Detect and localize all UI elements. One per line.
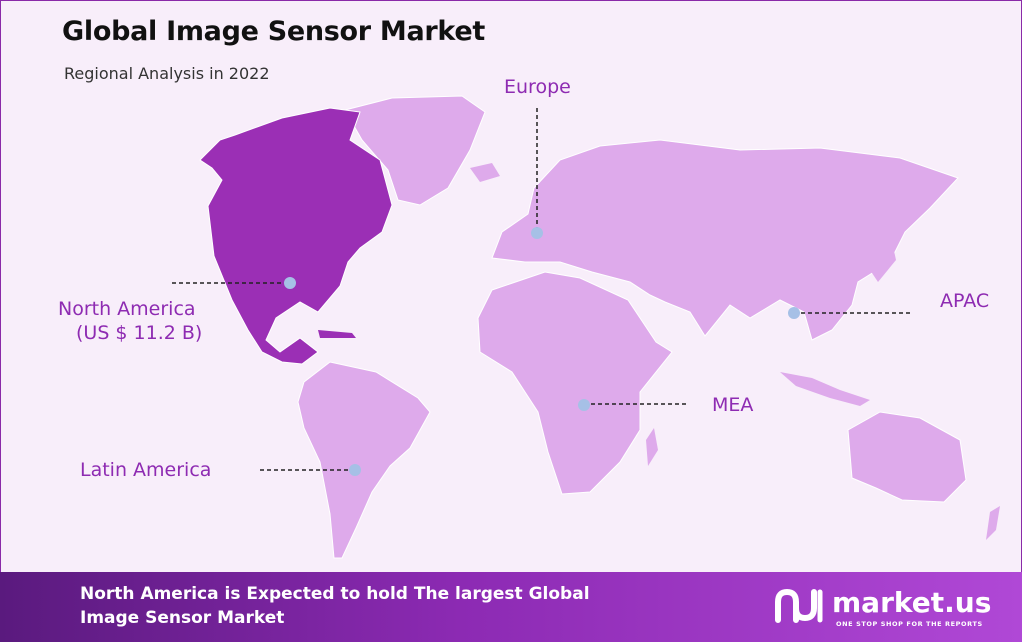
new-zealand-shape (986, 506, 1000, 540)
madagascar-shape (646, 428, 658, 466)
south-america-shape (297, 361, 431, 559)
north-america-value: (US $ 11.2 B) (76, 322, 203, 344)
brand-name: market.us (832, 586, 992, 619)
page-title: Global Image Sensor Market (62, 16, 485, 47)
europe-marker (531, 227, 543, 239)
page-subtitle: Regional Analysis in 2022 (64, 64, 270, 83)
mea-marker (578, 399, 590, 411)
africa-shape (477, 271, 673, 495)
southeast-asia-islands-shape (780, 372, 870, 406)
footer-text-line-2: Image Sensor Market (80, 608, 285, 628)
latin-america-marker (349, 464, 361, 476)
iceland-shape (470, 163, 500, 182)
brand-mark-icon (775, 588, 823, 623)
apac-marker (788, 307, 800, 319)
japan-shape (870, 232, 896, 282)
north-america-label: North America (58, 298, 196, 320)
north-america-marker (284, 277, 296, 289)
caribbean-shape (318, 330, 356, 338)
footer-banner: North America is Expected to hold The la… (0, 572, 1022, 642)
europe-label: Europe (504, 76, 571, 98)
eurasia-shape (491, 139, 959, 341)
brand-tagline: ONE STOP SHOP FOR THE REPORTS (836, 620, 983, 628)
footer-text-line-1: North America is Expected to hold The la… (80, 584, 590, 604)
latin-america-label: Latin America (80, 459, 212, 481)
footer-text: North America is Expected to hold The la… (80, 582, 680, 630)
world-map (172, 95, 1000, 559)
north-america-shape (199, 107, 393, 365)
brand-logo: market.us ONE STOP SHOP FOR THE REPORTS (774, 586, 1004, 630)
mea-label: MEA (712, 394, 754, 416)
apac-label: APAC (940, 290, 990, 312)
australia-shape (847, 411, 967, 503)
